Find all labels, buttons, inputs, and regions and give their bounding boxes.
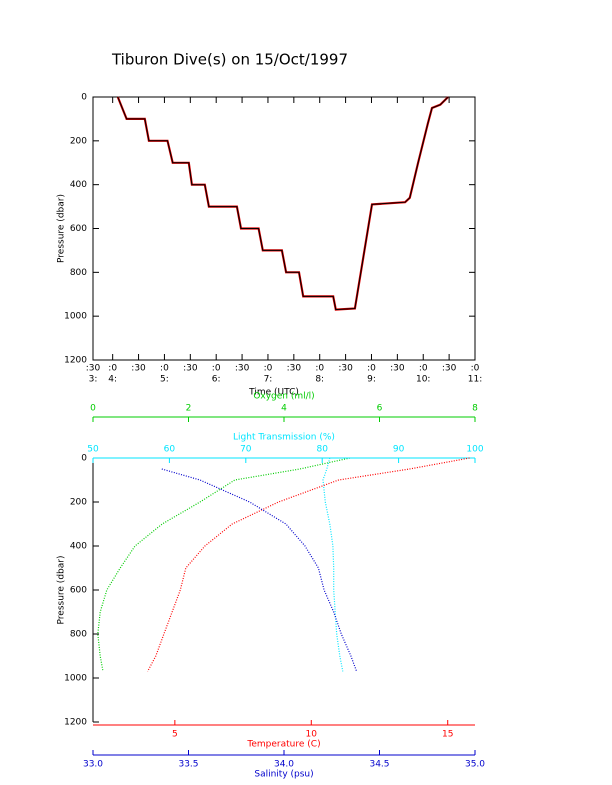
- x-tick-label: 5: [172, 730, 178, 740]
- x-tick-hour-label: 9:: [367, 375, 376, 385]
- y-tick-label: 1200: [64, 718, 87, 728]
- x-tick-label: :30: [183, 364, 198, 374]
- x-tick-label: :0: [108, 364, 117, 374]
- y-axis-title: Pressure (dbar): [57, 194, 67, 263]
- x-axis-title: Salinity (psu): [254, 770, 313, 780]
- y-axis-title: Pressure (dbar): [57, 556, 67, 625]
- x-tick-label: 100: [466, 445, 483, 455]
- x-tick-label: 90: [393, 445, 405, 455]
- x-tick-label: 2: [186, 404, 192, 414]
- x-tick-label: :30: [338, 364, 353, 374]
- profile-trace: [322, 457, 344, 672]
- chart-title: Tiburon Dive(s) on 15/Oct/1997: [111, 51, 348, 69]
- y-tick-label: 1000: [64, 674, 87, 684]
- x-axis-title: Light Transmission (%): [233, 433, 335, 443]
- x-tick-label: 50: [87, 445, 99, 455]
- x-tick-label: :30: [442, 364, 457, 374]
- profile-trace: [97, 457, 351, 672]
- y-tick-label: 1000: [64, 312, 87, 322]
- x-tick-label: :30: [390, 364, 405, 374]
- y-tick-label: 1200: [64, 356, 87, 366]
- x-tick-label: 33.5: [178, 760, 198, 770]
- x-axis-title: Oxygen (ml/l): [253, 392, 314, 402]
- y-tick-label: 800: [70, 630, 87, 640]
- y-tick-label: 600: [70, 586, 87, 596]
- x-tick-label: :30: [287, 364, 302, 374]
- x-tick-label: 4: [281, 404, 287, 414]
- x-axis-title: Time (UTC): [248, 388, 299, 398]
- x-tick-label: 80: [316, 445, 328, 455]
- x-tick-label: 10: [306, 730, 318, 740]
- x-tick-label: 6: [377, 404, 383, 414]
- x-tick-label: :0: [264, 364, 273, 374]
- x-tick-label: :0: [367, 364, 376, 374]
- x-tick-label: :0: [315, 364, 324, 374]
- x-tick-label: 34.0: [274, 760, 294, 770]
- profile-trace: [147, 457, 470, 672]
- y-tick-label: 200: [70, 136, 87, 146]
- y-tick-label: 600: [70, 224, 87, 234]
- x-tick-hour-label: 6:: [212, 375, 221, 385]
- x-tick-hour-label: 8:: [315, 375, 324, 385]
- x-tick-label: :0: [212, 364, 221, 374]
- x-tick-label: 0: [90, 404, 96, 414]
- dive-trace: [117, 96, 449, 311]
- y-tick-label: 0: [81, 93, 87, 103]
- y-tick-label: 400: [70, 542, 87, 552]
- x-tick-hour-label: 7:: [264, 375, 273, 385]
- x-tick-hour-label: 10:: [416, 375, 430, 385]
- x-tick-hour-label: 5:: [160, 375, 169, 385]
- y-tick-label: 200: [70, 498, 87, 508]
- dive-trace-shadow: [116, 96, 449, 311]
- x-tick-hour-label: 4:: [108, 375, 117, 385]
- x-tick-hour-label: 11:: [468, 375, 482, 385]
- x-tick-label: 34.5: [369, 760, 389, 770]
- y-tick-label: 400: [70, 180, 87, 190]
- x-tick-label: 70: [240, 445, 252, 455]
- y-tick-label: 0: [81, 454, 87, 464]
- x-tick-label: :30: [235, 364, 250, 374]
- x-tick-label: :0: [471, 364, 480, 374]
- x-tick-label: 33.0: [83, 760, 103, 770]
- profile-trace: [161, 468, 358, 672]
- y-tick-label: 800: [70, 268, 87, 278]
- x-tick-label: :30: [131, 364, 146, 374]
- plot-frame: [92, 96, 476, 361]
- x-tick-label: :30: [86, 364, 101, 374]
- x-tick-label: :0: [160, 364, 169, 374]
- x-tick-label: 35.0: [465, 760, 485, 770]
- x-tick-label: 60: [164, 445, 176, 455]
- x-axis-title: Temperature (C): [246, 740, 320, 750]
- x-tick-hour-label: 3:: [89, 375, 98, 385]
- x-tick-label: 8: [472, 404, 478, 414]
- x-tick-label: 15: [442, 730, 453, 740]
- x-tick-label: :0: [419, 364, 428, 374]
